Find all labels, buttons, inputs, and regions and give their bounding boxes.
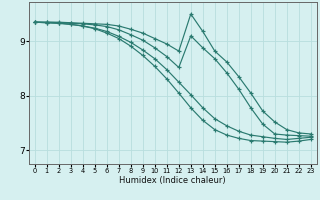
X-axis label: Humidex (Indice chaleur): Humidex (Indice chaleur) [119, 176, 226, 185]
